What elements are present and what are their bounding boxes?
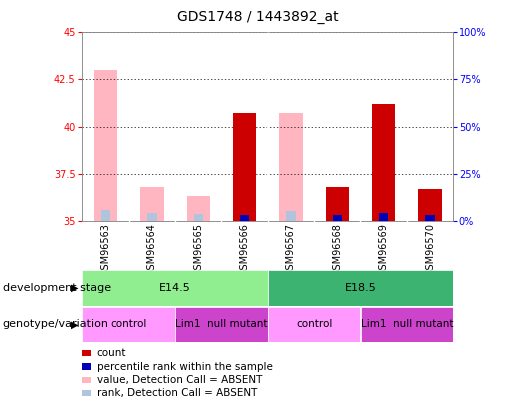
Bar: [94, 70, 117, 221]
Text: GSM96563: GSM96563: [100, 223, 111, 276]
Text: control: control: [296, 320, 332, 329]
Text: GSM96564: GSM96564: [147, 223, 157, 276]
Text: GSM96569: GSM96569: [379, 223, 389, 276]
Text: GSM96566: GSM96566: [239, 223, 250, 276]
Bar: [279, 113, 303, 221]
Bar: [82, 307, 175, 342]
Bar: [233, 113, 256, 221]
Text: Lim1  null mutant: Lim1 null mutant: [360, 320, 453, 329]
Text: count: count: [97, 348, 126, 358]
Bar: [268, 307, 360, 342]
Text: GSM96565: GSM96565: [193, 223, 203, 276]
Text: GSM96567: GSM96567: [286, 223, 296, 276]
Bar: [194, 214, 203, 221]
Bar: [240, 215, 249, 221]
Text: genotype/variation: genotype/variation: [3, 320, 109, 329]
Text: E14.5: E14.5: [159, 283, 191, 293]
Text: rank, Detection Call = ABSENT: rank, Detection Call = ABSENT: [97, 388, 257, 398]
Bar: [186, 196, 210, 221]
Text: control: control: [111, 320, 147, 329]
Text: percentile rank within the sample: percentile rank within the sample: [97, 362, 273, 371]
Text: E18.5: E18.5: [345, 283, 376, 293]
Bar: [360, 307, 453, 342]
Bar: [372, 104, 396, 221]
Text: ▶: ▶: [71, 320, 78, 329]
Bar: [418, 189, 441, 221]
Text: Lim1  null mutant: Lim1 null mutant: [175, 320, 268, 329]
Bar: [286, 211, 296, 221]
Bar: [268, 270, 453, 306]
Bar: [379, 213, 388, 221]
Bar: [325, 187, 349, 221]
Bar: [333, 215, 342, 221]
Text: GDS1748 / 1443892_at: GDS1748 / 1443892_at: [177, 10, 338, 24]
Bar: [101, 210, 110, 221]
Bar: [82, 270, 268, 306]
Bar: [147, 213, 157, 221]
Bar: [140, 187, 163, 221]
Bar: [175, 307, 268, 342]
Text: GSM96568: GSM96568: [332, 223, 342, 276]
Text: ▶: ▶: [71, 283, 78, 293]
Bar: [425, 215, 435, 221]
Text: GSM96570: GSM96570: [425, 223, 435, 276]
Text: value, Detection Call = ABSENT: value, Detection Call = ABSENT: [97, 375, 262, 385]
Text: development stage: development stage: [3, 283, 111, 293]
